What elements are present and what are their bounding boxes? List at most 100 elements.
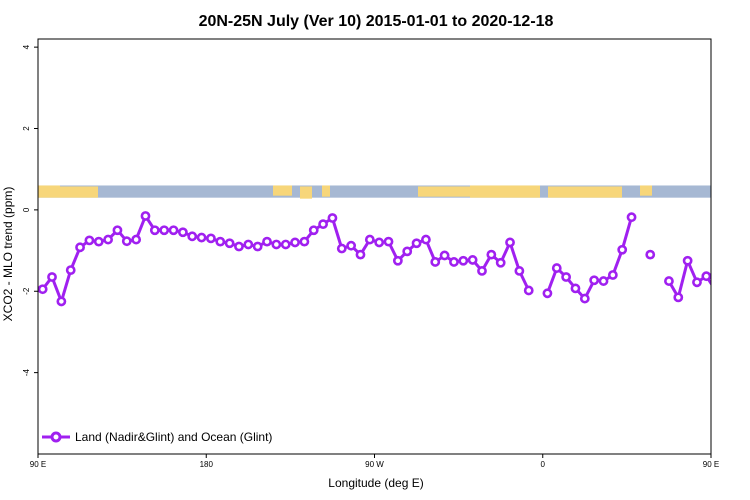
- x-tick-label: 180: [200, 460, 214, 469]
- land-block: [60, 186, 98, 198]
- x-axis-ticks: 90 E 180 90 W 0 90 E: [30, 454, 719, 469]
- chart-title: 20N-25N July (Ver 10) 2015-01-01 to 2020…: [199, 13, 554, 30]
- data-point: [598, 276, 609, 286]
- y-tick-label: 2: [22, 126, 31, 131]
- data-point: [177, 227, 188, 238]
- data-point: [75, 242, 85, 253]
- data-point: [570, 283, 581, 294]
- data-point: [664, 276, 674, 286]
- land-block: [38, 185, 60, 198]
- data-point: [149, 225, 160, 236]
- data-point: [336, 243, 347, 254]
- x-tick-label: 0: [541, 460, 546, 469]
- data-point: [402, 246, 413, 257]
- data-point: [290, 237, 300, 248]
- data-point: [318, 219, 328, 230]
- data-point: [740, 266, 747, 273]
- data-point: [523, 285, 534, 296]
- data-point: [234, 241, 244, 252]
- data-point: [215, 236, 226, 247]
- data-point: [607, 270, 618, 280]
- land-block: [640, 185, 652, 196]
- data-point: [206, 233, 216, 244]
- data-point: [505, 237, 515, 248]
- data-point: [495, 257, 506, 268]
- series-layer: [38, 211, 747, 307]
- data-point: [364, 234, 375, 245]
- x-tick-label: 90 W: [365, 460, 384, 469]
- data-point: [308, 225, 319, 236]
- land-block: [273, 185, 292, 196]
- data-point: [731, 298, 738, 305]
- plot-frame: [37, 38, 712, 455]
- data-point: [103, 234, 114, 245]
- data-point: [121, 236, 132, 247]
- data-point: [589, 275, 600, 286]
- data-point: [673, 292, 684, 303]
- data-point: [112, 225, 123, 236]
- data-point: [38, 284, 48, 295]
- data-point: [392, 255, 403, 266]
- data-point: [47, 272, 57, 282]
- legend: Land (Nadir&Glint) and Ocean (Glint): [42, 430, 272, 444]
- data-point: [561, 272, 572, 282]
- data-point: [93, 236, 104, 247]
- series-line: [667, 259, 711, 299]
- data-point: [327, 213, 338, 223]
- data-point: [701, 271, 711, 282]
- y-tick-label: -2: [22, 287, 31, 295]
- y-axis-label: XCO2 - MLO trend (ppm): [1, 187, 15, 322]
- data-point: [196, 232, 207, 243]
- data-point: [252, 241, 263, 252]
- data-point: [458, 255, 469, 266]
- y-tick-label: 4: [22, 44, 31, 49]
- land-block: [300, 186, 312, 199]
- data-point: [140, 211, 151, 221]
- data-point: [421, 234, 431, 245]
- ocean-band: [38, 185, 711, 198]
- land-block: [470, 185, 540, 198]
- data-point: [477, 266, 487, 276]
- data-point: [280, 239, 291, 250]
- series-line: [545, 216, 633, 301]
- data-point: [617, 244, 628, 255]
- data-point: [645, 249, 656, 260]
- data-point: [692, 277, 702, 288]
- x-tick-label: 90 E: [30, 460, 46, 469]
- land-block: [322, 185, 330, 197]
- data-point: [355, 249, 366, 260]
- data-point: [467, 255, 478, 265]
- data-point: [430, 257, 441, 267]
- data-point: [271, 239, 282, 250]
- data-point: [439, 250, 450, 261]
- legend-marker: [50, 431, 62, 443]
- data-point: [682, 255, 693, 266]
- land-block: [418, 186, 470, 197]
- data-point: [374, 237, 385, 248]
- data-point: [411, 238, 422, 249]
- land-block: [548, 186, 622, 198]
- land-ocean-strip: [38, 185, 711, 199]
- x-axis-label: Longitude (deg E): [328, 476, 423, 490]
- data-point: [449, 257, 459, 267]
- data-point: [383, 236, 394, 247]
- data-point: [65, 265, 76, 275]
- data-point: [262, 236, 272, 247]
- data-point: [542, 288, 553, 299]
- data-point: [299, 236, 310, 247]
- data-point: [56, 296, 67, 307]
- data-point: [626, 212, 637, 223]
- data-point: [721, 273, 728, 280]
- x-tick-label: 90 E: [703, 460, 719, 469]
- data-point: [346, 240, 357, 251]
- data-point: [551, 263, 562, 273]
- data-point: [514, 266, 525, 276]
- data-point: [131, 234, 142, 245]
- legend-label: Land (Nadir&Glint) and Ocean (Glint): [75, 430, 272, 444]
- y-tick-label: -4: [22, 369, 31, 377]
- data-point: [224, 238, 235, 249]
- y-tick-label: 0: [22, 207, 31, 212]
- data-point: [710, 288, 711, 292]
- data-point: [486, 249, 497, 260]
